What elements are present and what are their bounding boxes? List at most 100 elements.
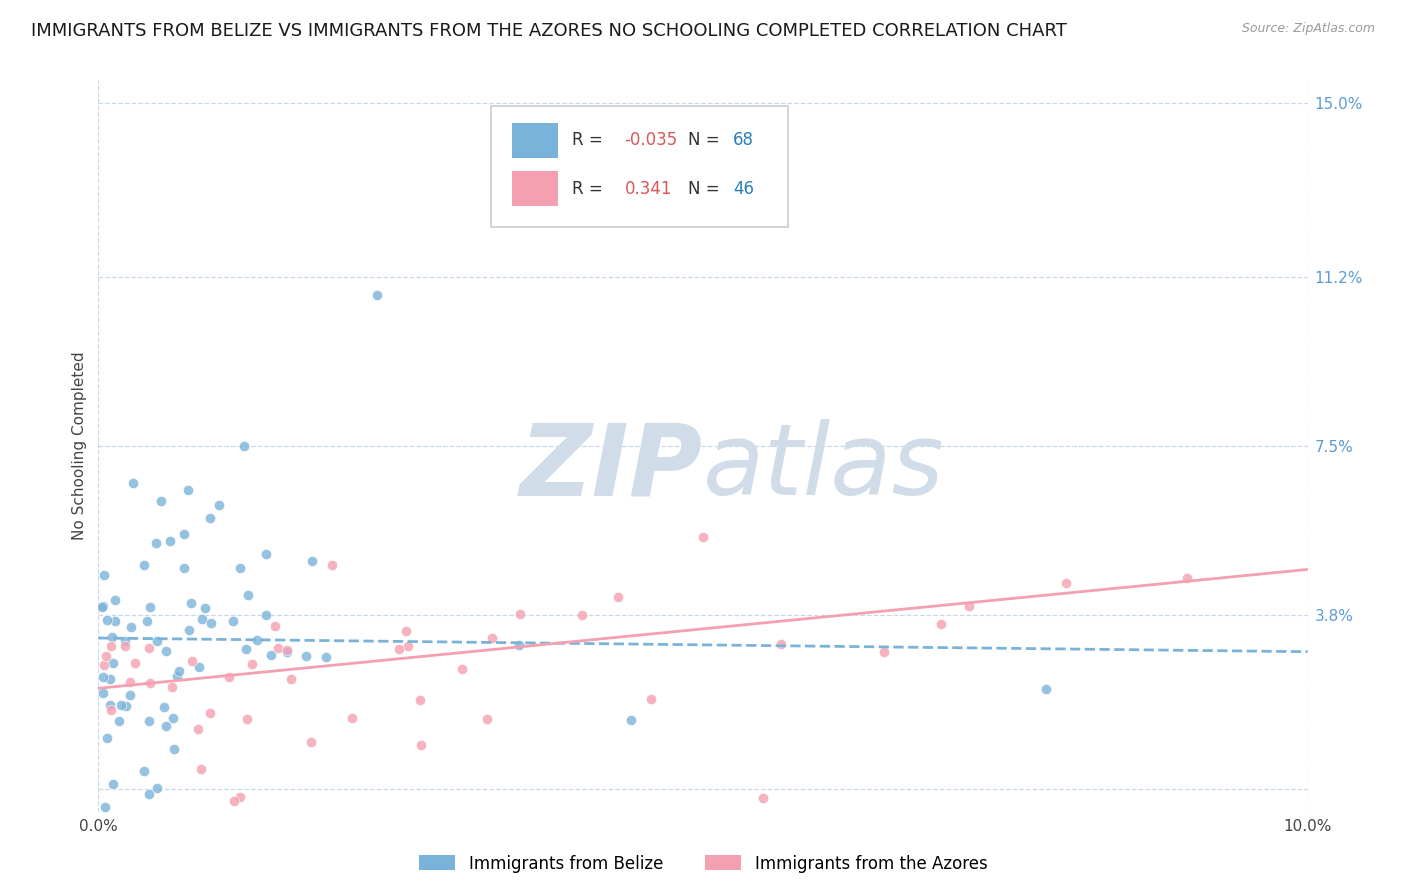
Point [200,510,222,524]
Point [93,657,115,672]
Point [159,534,181,549]
Point [240,657,263,672]
Point [91,670,114,684]
Point [153,700,176,714]
Text: R =: R = [572,179,603,197]
Point [96,731,118,746]
Point [146,633,169,648]
Point [280,672,302,686]
Point [146,780,169,795]
Point [96,613,118,627]
Legend: Immigrants from Belize, Immigrants from the Azores: Immigrants from Belize, Immigrants from … [412,848,994,880]
Point [409,739,432,753]
Text: 0.341: 0.341 [624,179,672,197]
Point [394,624,416,638]
Point [366,288,388,302]
Point [176,483,198,497]
Point [692,530,714,544]
Point [179,623,201,637]
Point [276,643,298,657]
Text: N =: N = [689,179,720,197]
Point [224,794,246,808]
Point [398,639,420,653]
Point [91,685,114,699]
Text: Source: ZipAtlas.com: Source: ZipAtlas.com [1241,22,1375,36]
Point [132,558,155,573]
FancyBboxPatch shape [492,106,787,227]
Point [191,612,214,626]
Point [181,654,204,668]
Point [162,711,184,725]
Point [409,693,432,707]
Point [132,764,155,779]
Text: atlas: atlas [703,419,945,516]
Point [115,699,138,714]
Point [114,634,136,648]
Y-axis label: No Schooling Completed: No Schooling Completed [72,351,87,541]
Point [299,735,322,749]
Point [187,722,209,736]
Point [254,547,277,561]
Point [770,637,793,651]
Point [640,692,662,706]
Point [388,641,411,656]
Point [166,669,188,683]
Point [1054,576,1077,591]
Point [139,600,162,615]
Text: 68: 68 [734,131,754,149]
Point [221,614,243,628]
Point [200,706,222,721]
Point [236,589,259,603]
Point [155,644,177,658]
Point [187,660,209,674]
Point [342,711,364,725]
Point [200,616,222,631]
Point [96,649,118,664]
Point [475,712,498,726]
Point [294,649,316,664]
Point [163,742,186,756]
Point [104,592,127,607]
FancyBboxPatch shape [512,123,558,158]
Point [752,791,775,805]
Text: -0.035: -0.035 [624,131,678,149]
Point [301,554,323,568]
Point [315,649,337,664]
Point [124,657,146,671]
Point [100,639,122,653]
Point [160,680,183,694]
Point [236,712,259,726]
Point [138,787,160,801]
Point [208,499,231,513]
Point [93,567,115,582]
Point [263,619,285,633]
Point [136,614,159,628]
Point [114,639,136,653]
Text: N =: N = [689,131,720,149]
Point [108,714,131,728]
Point [155,719,177,733]
Text: ZIP: ZIP [520,419,703,516]
Point [138,714,160,728]
Point [100,672,122,686]
Point [235,642,257,657]
Point [167,664,190,678]
Point [150,493,173,508]
Point [90,600,112,615]
Point [607,590,630,604]
Point [276,645,298,659]
Point [100,630,122,644]
Point [1035,682,1057,697]
Point [929,616,952,631]
Text: 46: 46 [734,179,754,197]
Point [957,599,980,613]
FancyBboxPatch shape [512,171,558,206]
Point [218,670,240,684]
Point [91,599,114,614]
Text: R =: R = [572,131,603,149]
Point [98,698,121,713]
Point [481,631,503,645]
Point [145,536,167,550]
Point [173,561,195,575]
Point [104,615,127,629]
